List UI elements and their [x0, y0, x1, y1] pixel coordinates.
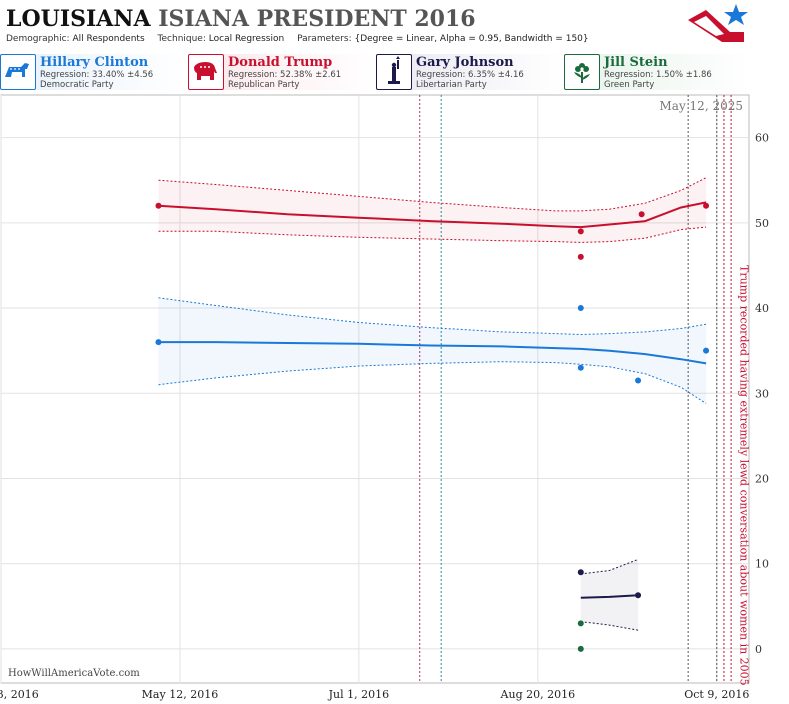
candidate-party: Republican Party [228, 80, 300, 90]
trend-line [580, 594, 639, 599]
x-tick-label: Jul 1, 2016 [328, 688, 390, 701]
candidate-card-trump: Donald Trump Regression: 52.38% ±2.61 Re… [188, 54, 374, 90]
confidence-upper-line [158, 177, 707, 212]
candidate-regression: Regression: 33.40% ±4.56 [40, 70, 154, 80]
poll-point [635, 377, 642, 384]
poll-point [635, 592, 642, 599]
elephant-icon [188, 54, 224, 90]
parameters-value: {Degree = Linear, Alpha = 0.95, Bandwidt… [354, 34, 589, 44]
x-tick-label: May 12, 2016 [142, 688, 219, 701]
candidate-party: Libertarian Party [416, 80, 487, 90]
confidence-lower-line [580, 621, 639, 631]
y-tick-label: 0 [755, 643, 762, 656]
x-tick-label: Oct 9, 2016 [684, 688, 749, 701]
watermark: HowWillAmericaVote.com [8, 668, 140, 679]
trend-line [158, 201, 707, 229]
confidence-lower-line [158, 361, 707, 404]
event-annotation: Trump recorded having extremely lewd con… [738, 265, 751, 686]
poll-point [577, 364, 584, 371]
date-label: May 12, 2025 [660, 99, 743, 113]
candidate-card-johnson: Gary Johnson Regression: 6.35% ±4.16 Lib… [376, 54, 562, 90]
poll-point [577, 253, 584, 260]
demographic-value: All Respondents [72, 34, 145, 44]
poll-point [577, 569, 584, 576]
candidate-card-stein: Jill Stein Regression: 1.50% ±1.86 Green… [564, 54, 750, 90]
poll-point [577, 228, 584, 235]
chart-header: LOUISIANA ISIANA PRESIDENT 2016 Demograp… [0, 0, 789, 50]
statue-of-liberty-icon [376, 54, 412, 90]
poll-point [638, 211, 645, 218]
candidate-party: Green Party [604, 80, 655, 90]
x-tick-label: Mar 23, 2016 [0, 688, 39, 701]
technique-value: Local Regression [208, 34, 285, 44]
poll-point [155, 202, 162, 209]
donkey-icon [0, 54, 36, 90]
poll-point [703, 202, 710, 209]
candidate-regression: Regression: 6.35% ±4.16 [416, 70, 524, 80]
y-tick-label: 40 [755, 302, 769, 315]
y-tick-label: 30 [755, 387, 769, 400]
poll-point [577, 645, 584, 652]
candidate-name: Gary Johnson [416, 55, 514, 70]
y-tick-label: 10 [755, 558, 769, 571]
poll-point [577, 620, 584, 627]
trend-line [158, 341, 707, 365]
candidate-card-clinton: Hillary Clinton Regression: 33.40% ±4.56… [0, 54, 186, 90]
chart-parameters: Demographic: All Respondents Technique: … [6, 34, 589, 44]
x-tick-label: Aug 20, 2016 [500, 688, 576, 701]
confidence-lower-line [158, 226, 707, 243]
poll-point [155, 339, 162, 346]
candidate-name: Jill Stein [604, 55, 668, 70]
confidence-band [158, 297, 707, 404]
candidate-regression: Regression: 1.50% ±1.86 [604, 70, 712, 80]
confidence-upper-line [580, 558, 639, 575]
star-flag-logo-icon [688, 4, 748, 42]
candidate-regression: Regression: 52.38% ±2.61 [228, 70, 342, 80]
candidate-name: Donald Trump [228, 55, 333, 70]
y-tick-label: 50 [755, 217, 769, 230]
y-tick-label: 20 [755, 472, 769, 485]
confidence-band [580, 559, 639, 631]
plot-area [0, 94, 750, 684]
candidate-party: Democratic Party [40, 80, 114, 90]
flower-icon [564, 54, 600, 90]
poll-point [577, 305, 584, 312]
y-tick-label: 60 [755, 132, 769, 145]
candidate-name: Hillary Clinton [40, 55, 149, 70]
poll-point [703, 347, 710, 354]
confidence-upper-line [158, 297, 707, 336]
chart-title: LOUISIANA ISIANA PRESIDENT 2016 [6, 6, 476, 32]
